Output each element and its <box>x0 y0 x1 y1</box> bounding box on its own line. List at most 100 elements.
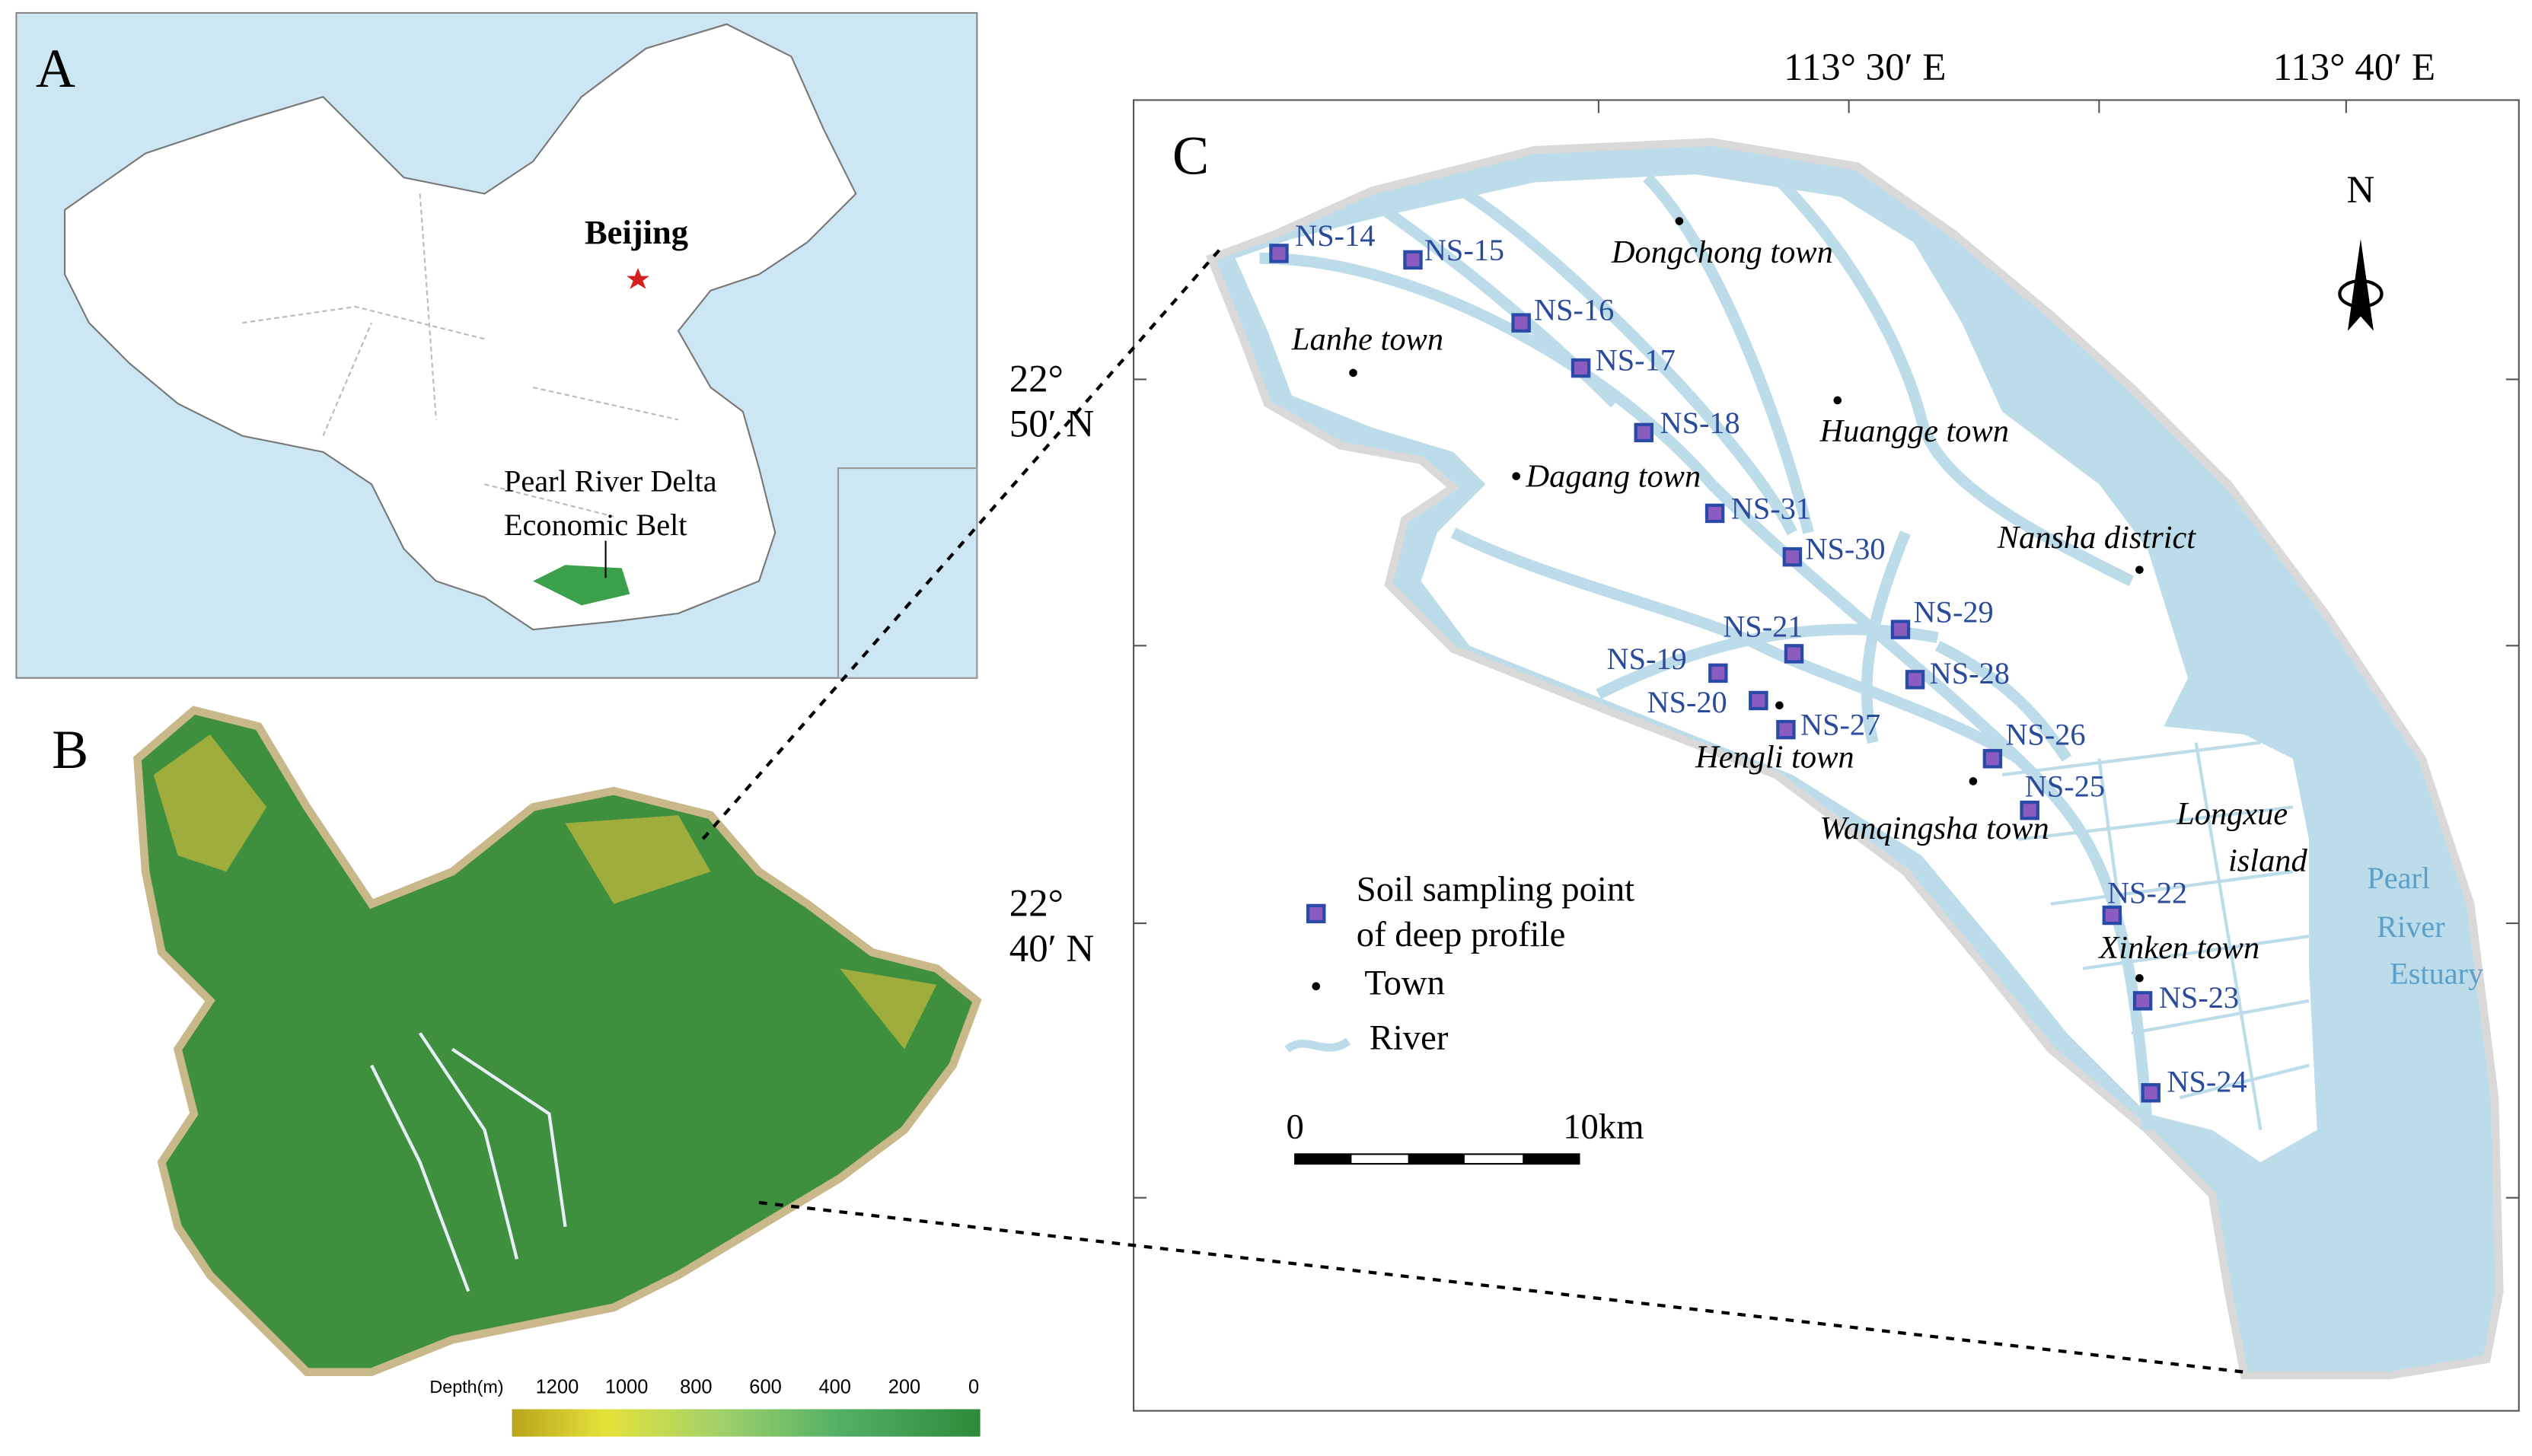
region-label: Economic Belt <box>504 508 687 542</box>
town-label: Hengli town <box>1695 740 1854 776</box>
latitude-label: 22° <box>1009 883 1064 926</box>
panel-label: C <box>1172 126 1209 186</box>
site-label: NS-15 <box>1424 233 1504 267</box>
scale-label: 0 <box>1287 1107 1304 1146</box>
sampling-site <box>2020 800 2039 820</box>
sampling-site <box>1403 250 1423 270</box>
province-lines <box>242 193 679 518</box>
town-dot <box>1512 472 1521 480</box>
colorbar-tick-label: 1200 <box>536 1377 579 1398</box>
town-dot <box>1833 396 1842 405</box>
site-label: NS-20 <box>1647 685 1727 719</box>
site-label: NS-24 <box>2167 1064 2247 1098</box>
town-dot <box>1969 777 1978 785</box>
town-label: Xinken town <box>2097 930 2259 966</box>
site-label: NS-26 <box>2005 717 2085 751</box>
colorbar-tick-label: 600 <box>749 1377 781 1398</box>
legend-label: River <box>1370 1018 1449 1058</box>
estuary-label: River <box>2377 910 2445 944</box>
sampling-site <box>1634 422 1654 443</box>
rivers <box>1259 174 2154 1131</box>
china-outline <box>64 23 857 631</box>
site-label: NS-17 <box>1596 342 1676 377</box>
town-label: Dagang town <box>1525 459 1701 495</box>
sampling-site <box>1571 358 1591 378</box>
town-dot <box>2135 566 2144 574</box>
sampling-site <box>2141 1083 2160 1103</box>
sampling-site <box>1704 503 1725 524</box>
site-label: NS-28 <box>1930 656 2010 690</box>
longitude-label: 113° 30′ E <box>1784 46 1946 89</box>
sampling-site <box>1708 663 1728 683</box>
scale-bar <box>1294 1153 1580 1165</box>
town-dot <box>1349 368 1357 378</box>
town-dot <box>2135 973 2144 983</box>
sampling-site <box>2132 991 2153 1011</box>
north-label: N <box>2347 169 2375 212</box>
area-label: island <box>2228 843 2307 878</box>
site-label: NS-27 <box>1800 708 1880 742</box>
town-label: Lanhe town <box>1291 321 1443 357</box>
site-label: NS-23 <box>2159 980 2239 1015</box>
scale-label: 10km <box>1563 1107 1644 1146</box>
delta-rivers <box>370 1032 567 1292</box>
sampling-site <box>1982 749 2003 769</box>
panel-a <box>15 11 978 679</box>
colorbar-tick-label: 800 <box>680 1377 712 1398</box>
north-arrow <box>2338 238 2384 331</box>
capital-star <box>627 268 649 289</box>
site-label: NS-29 <box>1913 594 1993 629</box>
site-label: NS-21 <box>1723 609 1803 643</box>
zoom-lines <box>701 249 2245 1374</box>
sampling-site <box>1269 244 1289 263</box>
inset-frame <box>837 467 978 679</box>
legend-town-symbol <box>1312 982 1321 991</box>
sampling-site <box>1749 690 1768 711</box>
latitude-label: 22° <box>1009 358 1064 400</box>
legend-label: Town <box>1364 964 1445 1003</box>
region-label: Pearl River Delta <box>504 464 717 499</box>
latitude-label: 50′ N <box>1009 403 1095 446</box>
legend-label: of deep profile <box>1357 915 1566 954</box>
sampling-site <box>1782 546 1803 567</box>
legend-river-symbol <box>1284 1037 1351 1053</box>
town-label: Huangge town <box>1819 413 2009 449</box>
land <box>1235 174 2317 1163</box>
prd-relief <box>133 706 982 1377</box>
highlands <box>153 734 937 1050</box>
capital-label: Beijing <box>585 213 688 251</box>
longitude-label: 113° 40′ E <box>2273 46 2435 89</box>
town-label: Nansha district <box>1997 520 2197 556</box>
panel-b <box>133 706 982 1437</box>
site-label: NS-30 <box>1805 532 1885 566</box>
legend-site-symbol <box>1306 903 1326 924</box>
sampling-site <box>2102 905 2122 926</box>
colorbar-tick-label: 0 <box>968 1377 979 1398</box>
site-label: NS-14 <box>1295 218 1375 253</box>
site-label: NS-16 <box>1534 293 1614 327</box>
legend-label: Soil sampling point <box>1357 870 1634 910</box>
sampling-site <box>1784 644 1804 664</box>
colorbar <box>512 1409 981 1437</box>
town-dot <box>1675 217 1684 225</box>
site-label: NS-18 <box>1660 406 1740 440</box>
graticule-ticks <box>1134 100 2519 1199</box>
site-label: NS-25 <box>2025 769 2105 803</box>
site-label: NS-31 <box>1731 492 1811 526</box>
sampling-site <box>1905 670 1925 690</box>
town-label: Dongchong town <box>1611 234 1833 270</box>
panel-c <box>1133 99 2520 1412</box>
colorbar-tick-label: 1000 <box>605 1377 649 1398</box>
sampling-site <box>1776 719 1796 740</box>
town-label: Wanqingsha town <box>1819 811 2049 846</box>
panel-label: B <box>52 719 88 780</box>
estuary-label: Pearl <box>2367 861 2430 895</box>
colorbar-title: Depth(m) <box>429 1377 503 1397</box>
town-dot <box>1775 701 1784 710</box>
canals <box>2001 741 2310 1130</box>
latitude-label: 40′ N <box>1009 928 1095 970</box>
site-label: NS-19 <box>1606 642 1686 676</box>
sampling-site <box>1511 313 1531 333</box>
